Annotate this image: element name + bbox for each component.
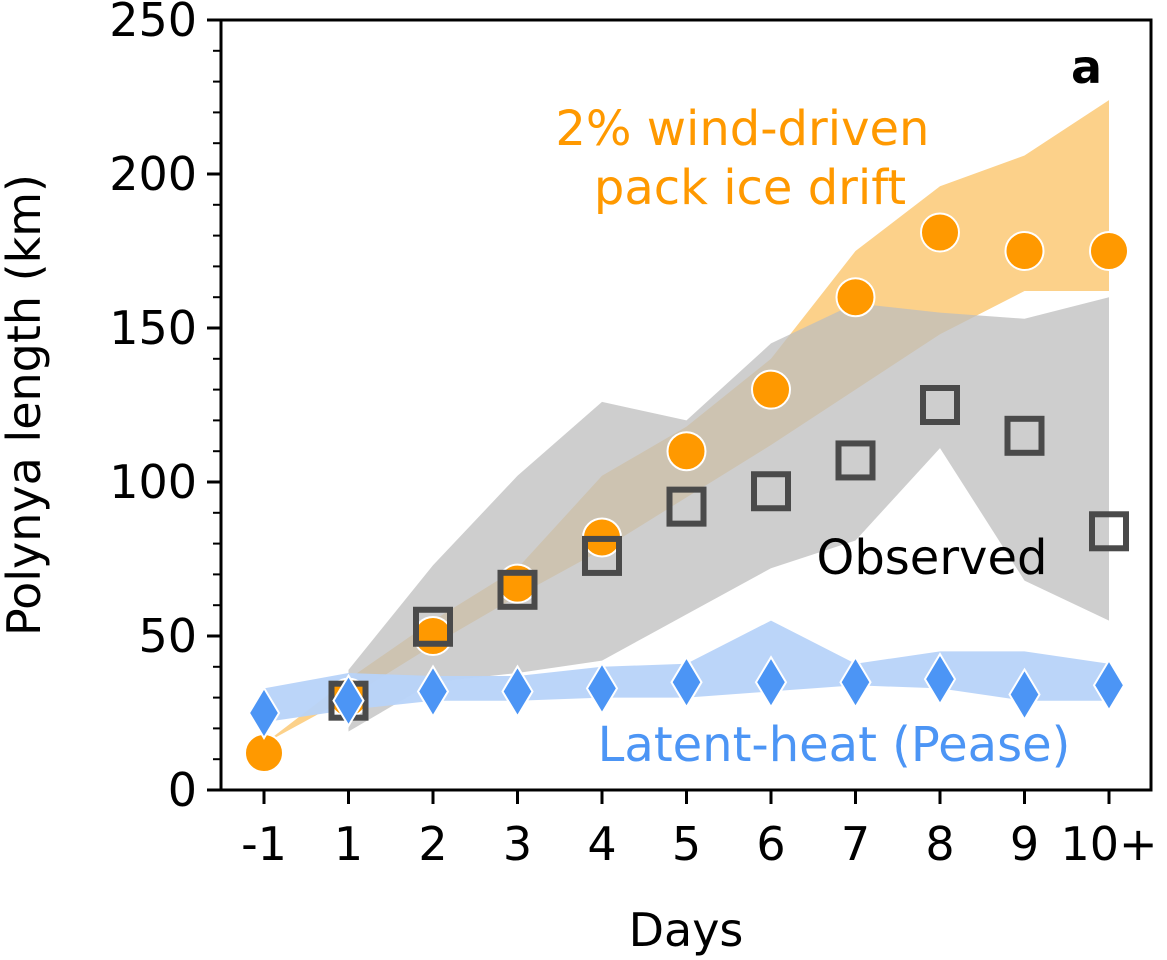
latent-heat-pease-point-1 bbox=[247, 686, 281, 740]
x-tick-label-6: 6 bbox=[756, 817, 785, 871]
observed-point-6 bbox=[751, 471, 791, 512]
latent-heat-pease-point-10 bbox=[1092, 658, 1126, 713]
series-label-wind-driven: 2% wind-driven pack ice drift bbox=[555, 101, 944, 216]
2-wind-driven-pack-ice-drift-point-8 bbox=[920, 212, 960, 253]
2-wind-driven-pack-ice-drift-point-7 bbox=[835, 277, 876, 318]
2-wind-driven-pack-ice-drift-point-2 bbox=[413, 616, 453, 656]
latent-heat-pease-point-1 bbox=[332, 673, 365, 728]
observed-point-5 bbox=[666, 486, 707, 527]
panel-label: a bbox=[1071, 40, 1102, 94]
x-tick-label-7: 7 bbox=[841, 817, 870, 871]
y-axis: 0 50 100 150 200 250 bbox=[109, 0, 221, 817]
x-tick-label-10: 10+ bbox=[1060, 817, 1157, 871]
latent-heat-pease-point-3 bbox=[501, 664, 534, 719]
x-tick-label-5: 5 bbox=[672, 817, 701, 871]
latent-heat-pease-point-6 bbox=[754, 655, 788, 710]
x-axis: -1 1 2 3 4 5 6 7 8 9 10+ bbox=[241, 790, 1158, 871]
x-tick-label-9: 9 bbox=[1010, 817, 1039, 871]
x-axis-title: Days bbox=[629, 903, 744, 957]
y-tick-label-0: 0 bbox=[168, 763, 197, 817]
latent-heat-pease-point-2 bbox=[416, 664, 450, 719]
data-markers bbox=[244, 212, 1129, 774]
y-tick-label-100: 100 bbox=[109, 455, 197, 509]
series-label-latent-heat: Latent-heat (Pease) bbox=[598, 717, 1071, 773]
y-tick-label-200: 200 bbox=[109, 147, 197, 201]
y-tick-label-50: 50 bbox=[138, 609, 197, 663]
latent-heat-pease-point-5 bbox=[670, 655, 703, 710]
observed-point-3 bbox=[497, 569, 538, 610]
series-label-wind-driven-line1: 2% wind-driven bbox=[555, 101, 929, 157]
latent-heat-pease-point-7 bbox=[839, 655, 872, 710]
x-tick-label-3: 3 bbox=[503, 817, 532, 871]
latent-heat-pease-point-8 bbox=[923, 652, 957, 707]
series-label-wind-driven-line2: pack ice drift bbox=[594, 160, 906, 216]
2-wind-driven-pack-ice-drift-point-6 bbox=[751, 369, 791, 410]
y-axis-title: Polynya length (km) bbox=[0, 174, 51, 636]
band-2-wind-driven-pack-ice-drift bbox=[264, 100, 1109, 744]
x-tick-label-8: 8 bbox=[925, 817, 954, 871]
observed-point-9 bbox=[1004, 415, 1045, 456]
x-tick-label-1: -1 bbox=[241, 817, 287, 871]
observed-point-2 bbox=[413, 606, 453, 647]
latent-heat-pease-point-4 bbox=[585, 661, 619, 716]
x-tick-label-2: 2 bbox=[418, 817, 447, 871]
2-wind-driven-pack-ice-drift-point-10 bbox=[1089, 231, 1129, 271]
series-label-observed: Observed bbox=[817, 530, 1048, 586]
observed-point-4 bbox=[582, 535, 622, 576]
2-wind-driven-pack-ice-drift-point-9 bbox=[1004, 231, 1045, 271]
observed-point-10 bbox=[1089, 511, 1129, 552]
y-tick-label-250: 250 bbox=[109, 0, 197, 47]
x-tick-label-4: 4 bbox=[587, 817, 616, 871]
band-observed bbox=[348, 297, 1109, 732]
observed-point-8 bbox=[920, 385, 960, 425]
y-tick-label-150: 150 bbox=[109, 301, 197, 355]
2-wind-driven-pack-ice-drift-point-5 bbox=[666, 431, 707, 472]
x-tick-label-1: 1 bbox=[334, 817, 363, 871]
observed-point-7 bbox=[835, 440, 876, 481]
latent-heat-pease-point-9 bbox=[1008, 667, 1041, 722]
